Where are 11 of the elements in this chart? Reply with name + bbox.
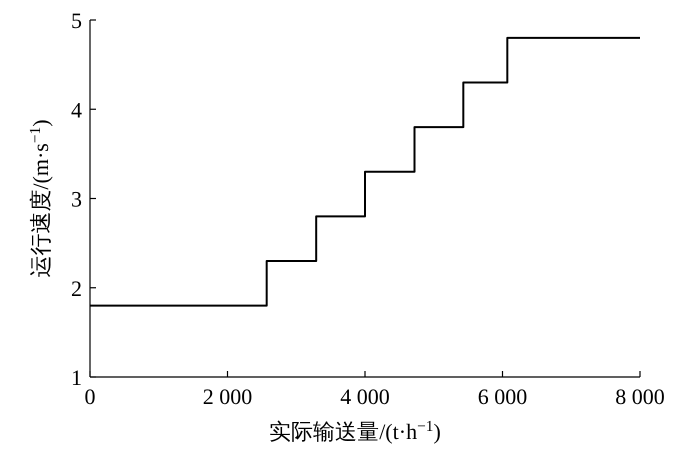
x-tick-label: 8 000: [615, 384, 665, 409]
x-tick-label: 2 000: [202, 384, 252, 409]
y-tick-label: 2: [71, 276, 82, 301]
y-tick-label: 5: [71, 8, 82, 33]
x-axis-title: 实际输送量/(t·h$^{−1}$): [269, 418, 441, 444]
x-tick-label: 6 000: [478, 384, 528, 409]
y-tick-label: 3: [71, 186, 82, 212]
y-tick-label: 1: [71, 365, 82, 390]
x-tick-label: 0: [84, 384, 96, 409]
y-tick-label: 4: [71, 97, 82, 122]
x-tick-label: 4 000: [340, 384, 390, 409]
